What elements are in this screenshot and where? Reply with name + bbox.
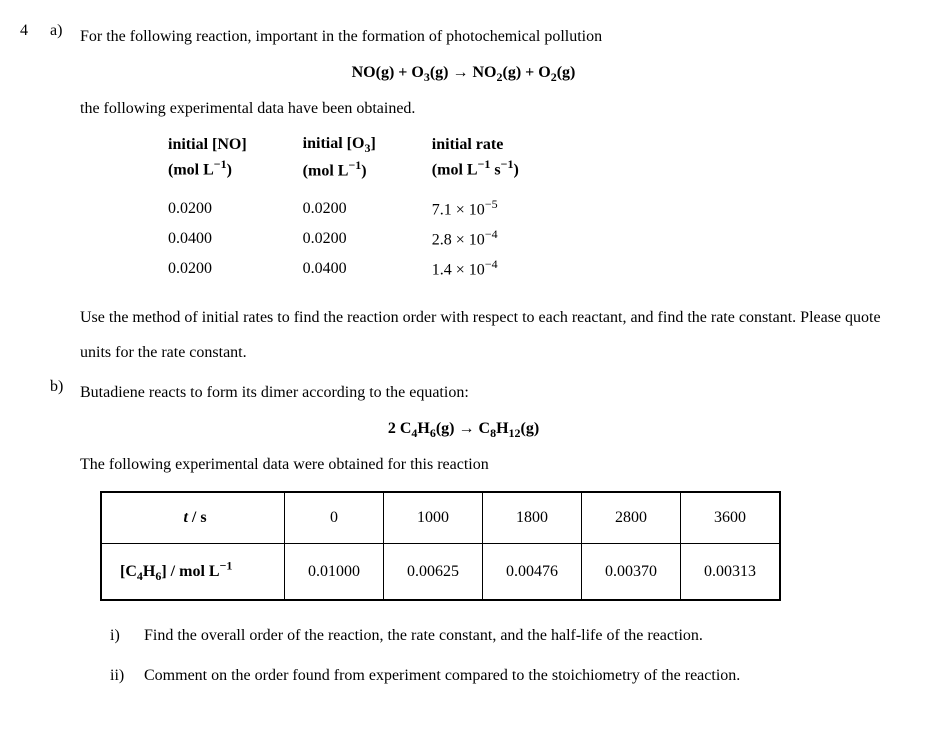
sub-i-text: Find the overall order of the reaction, … [144,623,703,649]
question-number: 4 [20,20,50,54]
cell-conc: 0.00370 [582,544,681,601]
col2-header-sub: (mol L−1) [303,157,376,183]
cell-time: 1000 [384,492,483,544]
table-row: 0.0200 0.0200 7.1 × 10−5 [140,194,547,224]
cell-rate: 2.8 × 10−4 [404,224,547,254]
cell-conc: 0.00313 [681,544,781,601]
part-b-label: b) [50,376,80,410]
col2-header-top: initial [O3] [303,135,376,152]
cell-o3: 0.0400 [275,254,404,284]
col1-header: initial [NO] (mol L−1) [140,131,275,185]
sub-ii-text: Comment on the order found from experime… [144,663,740,689]
sub-i-label: i) [110,623,144,649]
part-a-data-table: initial [NO] (mol L−1) initial [O3] (mol… [140,131,547,284]
col3-header-sub: (mol L−1 s−1) [432,156,519,182]
question-row: 4 a) For the following reaction, importa… [20,20,907,54]
cell-conc: 0.00625 [384,544,483,601]
cell-rate: 7.1 × 10−5 [404,194,547,224]
table-row: 0.0400 0.0200 2.8 × 10−4 [140,224,547,254]
col3-header: initial rate (mol L−1 s−1) [404,131,547,185]
sub-item-ii: ii) Comment on the order found from expe… [110,663,907,689]
row-label-time: t / s [101,492,285,544]
col2-header: initial [O3] (mol L−1) [275,131,404,185]
row-label-conc: [C4H6] / mol L−1 [101,544,285,601]
part-b-row: b) Butadiene reacts to form its dimer ac… [20,376,907,410]
cell-time: 1800 [483,492,582,544]
part-a-label: a) [50,20,80,54]
part-b-equation: 2 C4H6(g) → C8H12(g) [20,418,907,442]
table-row: [C4H6] / mol L−1 0.01000 0.00625 0.00476… [101,544,780,601]
table-row: t / s 0 1000 1800 2800 3600 [101,492,780,544]
sub-item-i: i) Find the overall order of the reactio… [110,623,907,649]
cell-o3: 0.0200 [275,224,404,254]
sub-ii-label: ii) [110,663,144,689]
cell-time: 0 [285,492,384,544]
cell-no: 0.0400 [140,224,275,254]
part-a-followup: the following experimental data have bee… [80,98,907,120]
cell-conc: 0.01000 [285,544,384,601]
part-a-equation: NO(g) + O3(g) → NO2(g) + O2(g) [20,62,907,86]
col1-header-top: initial [NO] [168,136,247,153]
col1-header-sub: (mol L−1) [168,156,247,182]
cell-no: 0.0200 [140,194,275,224]
cell-conc: 0.00476 [483,544,582,601]
cell-rate: 1.4 × 10−4 [404,254,547,284]
col3-header-top: initial rate [432,136,504,153]
part-b-intro: Butadiene reacts to form its dimer accor… [80,382,907,404]
part-b-followup: The following experimental data were obt… [80,454,907,476]
cell-time: 2800 [582,492,681,544]
cell-no: 0.0200 [140,254,275,284]
part-b-data-table: t / s 0 1000 1800 2800 3600 [C4H6] / mol… [100,491,781,602]
table-row: 0.0200 0.0400 1.4 × 10−4 [140,254,547,284]
part-a-intro: For the following reaction, important in… [80,26,907,48]
cell-o3: 0.0200 [275,194,404,224]
part-a-task: Use the method of initial rates to find … [80,300,907,370]
cell-time: 3600 [681,492,781,544]
